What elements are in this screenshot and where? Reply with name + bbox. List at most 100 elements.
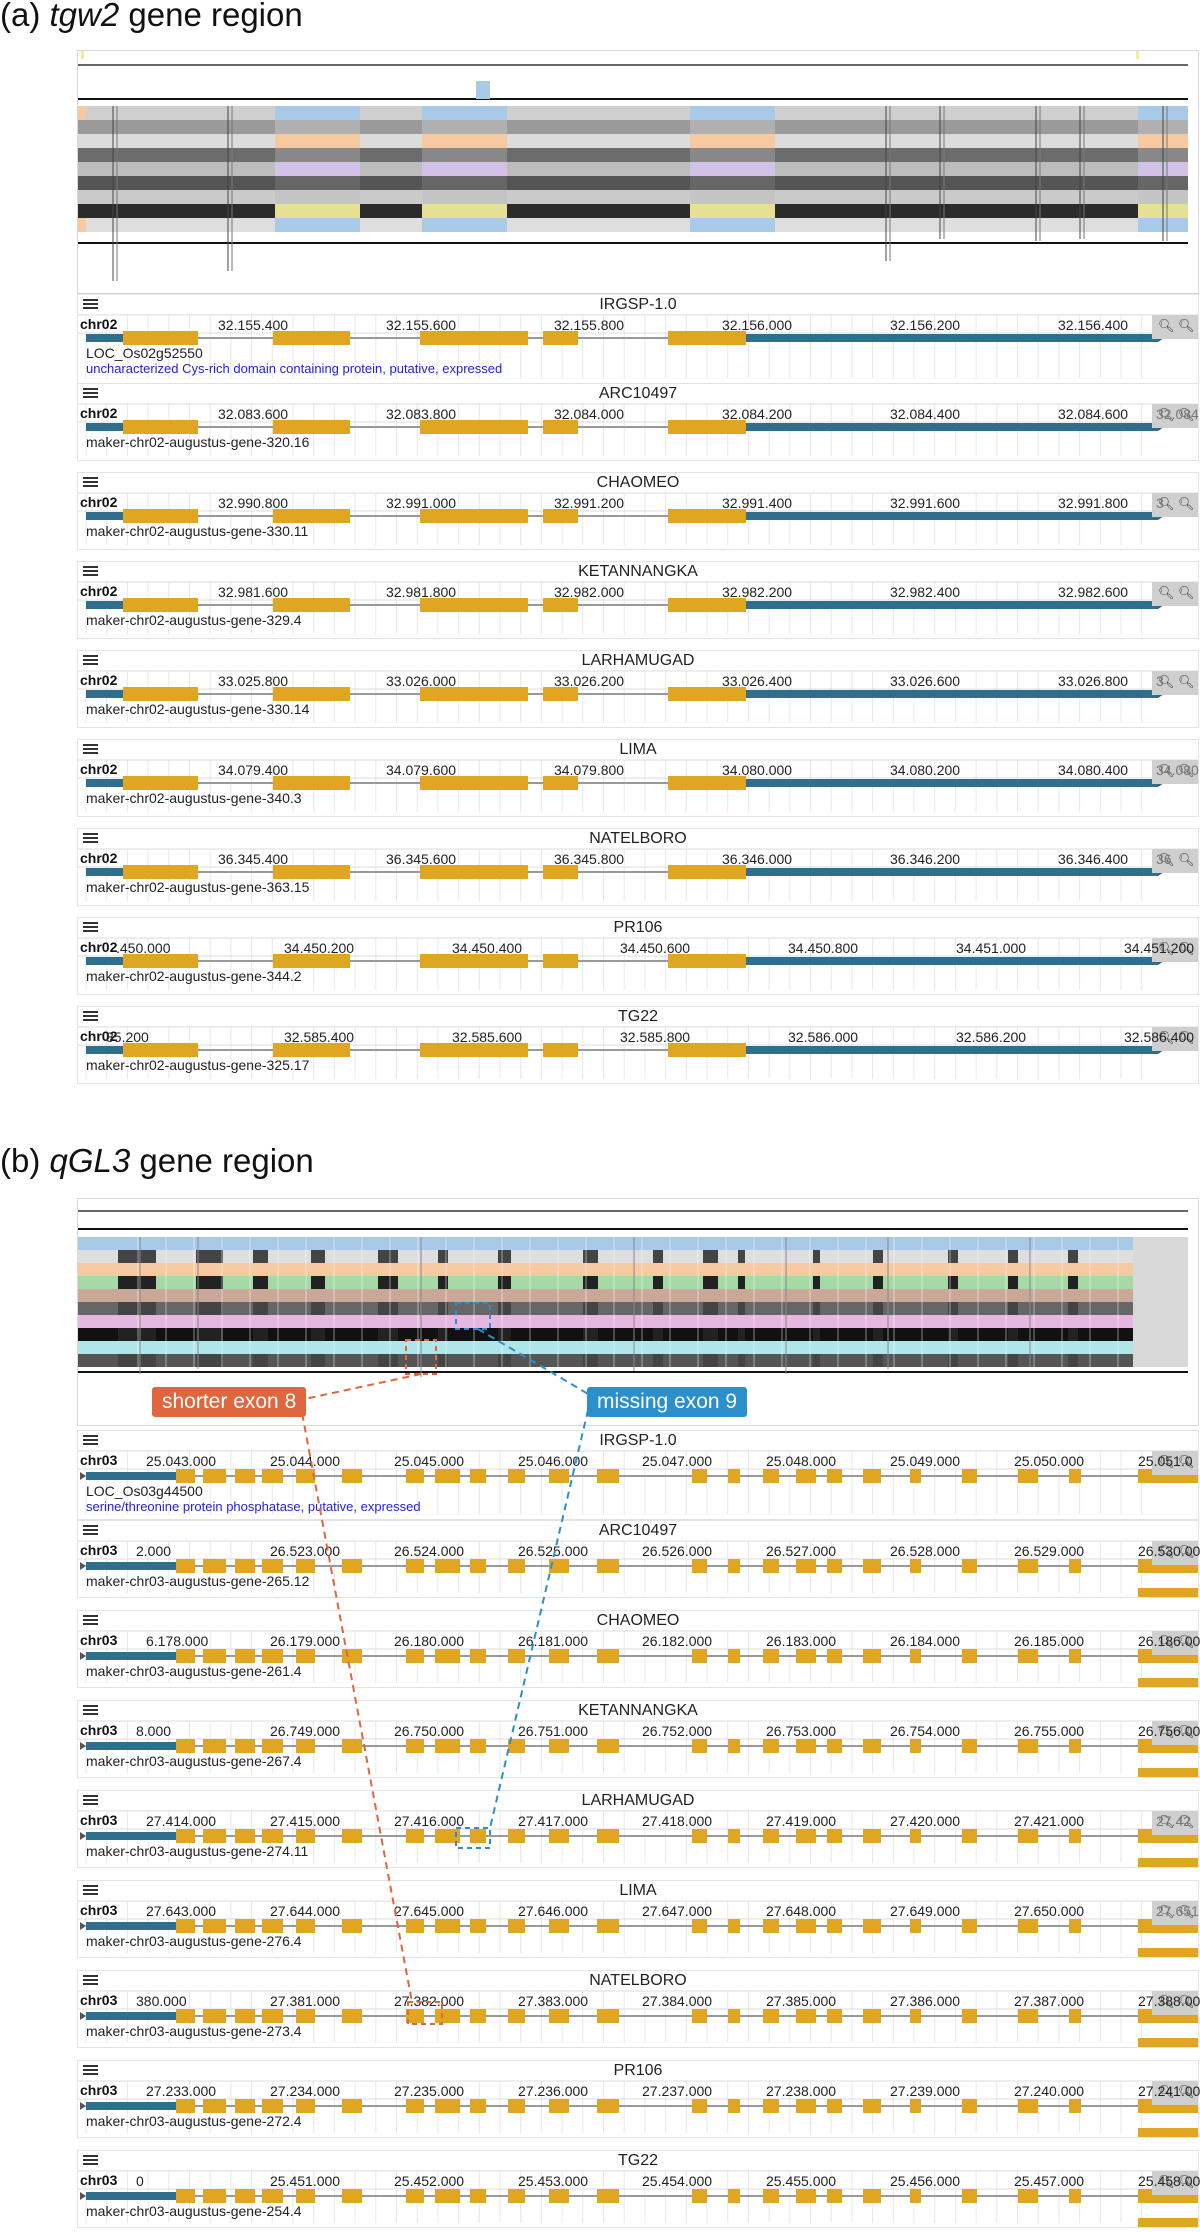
zoom-out-icon[interactable]: 🔍︎ (1158, 674, 1175, 689)
zoom-controls[interactable]: 🔍︎ 🔍︎ (1152, 671, 1198, 695)
zoom-out-icon[interactable]: 🔍︎ (1158, 1904, 1175, 1919)
track-menu-icon[interactable] (83, 1705, 98, 1715)
graph-overview-panel-b[interactable] (77, 1198, 1199, 1426)
track-menu-icon[interactable] (83, 299, 98, 309)
zoom-controls[interactable]: 🔍︎ 🔍︎ (1152, 938, 1198, 962)
zoom-in-icon[interactable]: 🔍︎ (1178, 496, 1195, 511)
gene-id-label[interactable]: maker-chr03-augustus-gene-254.4 (86, 2203, 302, 2219)
zoom-in-icon[interactable]: 🔍︎ (1178, 1634, 1195, 1649)
genome-track-tg22[interactable]: TG22 🔍︎ 🔍︎ chr03 0 25.451.000 25.452.000 25.453… (77, 2150, 1200, 2228)
zoom-out-icon[interactable]: 🔍︎ (1158, 496, 1175, 511)
zoom-out-icon[interactable]: 🔍︎ (1158, 852, 1175, 867)
graph-overview-panel-a[interactable] (77, 50, 1199, 294)
genome-track-irgsp-1.0[interactable]: IRGSP-1.0 🔍︎ 🔍︎ chr02 32.155.400 32.155.600 32… (77, 294, 1199, 384)
genome-track-pr106[interactable]: PR106 🔍︎ 🔍︎ chr03 27.233.000 27.234.000 27.235… (77, 2060, 1200, 2138)
zoom-in-icon[interactable]: 🔍︎ (1178, 407, 1195, 422)
gene-id-label[interactable]: maker-chr03-augustus-gene-267.4 (86, 1753, 302, 1769)
zoom-controls[interactable]: 🔍︎ 🔍︎ (1152, 1451, 1198, 1475)
genome-track-irgsp-1.0[interactable]: IRGSP-1.0 🔍︎ 🔍︎ chr03 25.043.000 25.044.000 25… (77, 1430, 1199, 1520)
zoom-in-icon[interactable]: 🔍︎ (1178, 2084, 1195, 2099)
zoom-in-icon[interactable]: 🔍︎ (1178, 1814, 1195, 1829)
genome-track-larhamugad[interactable]: LARHAMUGAD 🔍︎ 🔍︎ chr02 33.025.800 33.026.000 3… (77, 650, 1199, 728)
gene-id-label[interactable]: maker-chr02-augustus-gene-363.15 (86, 879, 310, 895)
zoom-out-icon[interactable]: 🔍︎ (1158, 1544, 1175, 1559)
track-menu-icon[interactable] (83, 566, 98, 576)
zoom-in-icon[interactable]: 🔍︎ (1178, 585, 1195, 600)
genome-track-pr106[interactable]: PR106 🔍︎ 🔍︎ chr02.450.000 34.450.200 34.450.4… (77, 917, 1199, 995)
zoom-controls[interactable]: 🔍︎ 🔍︎ (1152, 2081, 1198, 2105)
zoom-in-icon[interactable]: 🔍︎ (1178, 1724, 1195, 1739)
zoom-in-icon[interactable]: 🔍︎ (1178, 1030, 1195, 1045)
track-menu-icon[interactable] (83, 2155, 98, 2165)
zoom-controls[interactable]: 🔍︎ 🔍︎ (1152, 849, 1198, 873)
zoom-in-icon[interactable]: 🔍︎ (1178, 763, 1195, 778)
zoom-in-icon[interactable]: 🔍︎ (1178, 1454, 1195, 1469)
gene-id-label[interactable]: maker-chr02-augustus-gene-344.2 (86, 968, 302, 984)
gene-description-link[interactable]: uncharacterized Cys-rich domain containi… (86, 361, 503, 376)
gene-id-label[interactable]: LOC_Os02g52550 (86, 345, 203, 361)
zoom-in-icon[interactable]: 🔍︎ (1178, 1544, 1195, 1559)
track-menu-icon[interactable] (83, 2065, 98, 2075)
genome-track-lima[interactable]: LIMA 🔍︎ 🔍︎ chr02 34.079.400 34.079.600 34.079.… (77, 739, 1199, 817)
zoom-in-icon[interactable]: 🔍︎ (1178, 2174, 1195, 2189)
zoom-out-icon[interactable]: 🔍︎ (1158, 1994, 1175, 2009)
zoom-controls[interactable]: 🔍︎ 🔍︎ (1152, 315, 1198, 339)
zoom-controls[interactable]: 🔍︎ 🔍︎ (1152, 1027, 1198, 1051)
pangenome-graph-b[interactable] (78, 1199, 1198, 1425)
zoom-in-icon[interactable]: 🔍︎ (1178, 674, 1195, 689)
gene-id-label[interactable]: maker-chr03-augustus-gene-276.4 (86, 1933, 302, 1949)
genome-track-tg22[interactable]: TG22 🔍︎ 🔍︎ chr02 85.200 32.585.400 32.585.600 3… (77, 1006, 1199, 1084)
genome-track-natelboro[interactable]: NATELBORO 🔍︎ 🔍︎ chr02 36.345.400 36.345.600 36… (77, 828, 1199, 906)
zoom-controls[interactable]: 🔍︎ 🔍︎ (1152, 760, 1198, 784)
track-menu-icon[interactable] (83, 1435, 98, 1445)
zoom-out-icon[interactable]: 🔍︎ (1158, 585, 1175, 600)
zoom-out-icon[interactable]: 🔍︎ (1158, 407, 1175, 422)
zoom-out-icon[interactable]: 🔍︎ (1158, 1634, 1175, 1649)
gene-id-label[interactable]: maker-chr02-augustus-gene-329.4 (86, 612, 302, 628)
zoom-out-icon[interactable]: 🔍︎ (1158, 2174, 1175, 2189)
genome-track-larhamugad[interactable]: LARHAMUGAD 🔍︎ 🔍︎ chr03 27.414.000 27.415.000 2… (77, 1790, 1199, 1868)
track-menu-icon[interactable] (83, 1011, 98, 1021)
track-menu-icon[interactable] (83, 833, 98, 843)
gene-id-label[interactable]: maker-chr02-augustus-gene-330.11 (86, 523, 309, 539)
track-menu-icon[interactable] (83, 1885, 98, 1895)
genome-track-arc10497[interactable]: ARC10497 🔍︎ 🔍︎ chr03 2.000 26.523.000 26.524.0… (77, 1520, 1200, 1598)
zoom-controls[interactable]: 🔍︎ 🔍︎ (1152, 404, 1198, 428)
gene-id-label[interactable]: maker-chr03-augustus-gene-261.4 (86, 1663, 302, 1679)
track-menu-icon[interactable] (83, 922, 98, 932)
genome-track-chaomeo[interactable]: CHAOMEO 🔍︎ 🔍︎ chr03 6.178.000 26.179.000 26.18… (77, 1610, 1200, 1688)
genome-track-arc10497[interactable]: ARC10497 🔍︎ 🔍︎ chr02 32.083.600 32.083.800 32.… (77, 383, 1199, 461)
zoom-controls[interactable]: 🔍︎ 🔍︎ (1152, 493, 1198, 517)
zoom-out-icon[interactable]: 🔍︎ (1158, 2084, 1175, 2099)
zoom-out-icon[interactable]: 🔍︎ (1158, 1030, 1175, 1045)
zoom-in-icon[interactable]: 🔍︎ (1178, 1994, 1195, 2009)
zoom-out-icon[interactable]: 🔍︎ (1158, 318, 1175, 333)
gene-id-label[interactable]: maker-chr02-augustus-gene-330.14 (86, 701, 310, 717)
track-menu-icon[interactable] (83, 388, 98, 398)
gene-id-label[interactable]: maker-chr03-augustus-gene-272.4 (86, 2113, 302, 2129)
zoom-out-icon[interactable]: 🔍︎ (1158, 1814, 1175, 1829)
track-menu-icon[interactable] (83, 1615, 98, 1625)
zoom-controls[interactable]: 🔍︎ 🔍︎ (1152, 1991, 1198, 2015)
track-menu-icon[interactable] (83, 744, 98, 754)
pangenome-graph-a[interactable] (78, 51, 1198, 293)
zoom-controls[interactable]: 🔍︎ 🔍︎ (1152, 1811, 1198, 1835)
zoom-in-icon[interactable]: 🔍︎ (1178, 941, 1195, 956)
genome-track-lima[interactable]: LIMA 🔍︎ 🔍︎ chr03 27.643.000 27.644.000 27.645.… (77, 1880, 1199, 1958)
gene-id-label[interactable]: maker-chr02-augustus-gene-325.17 (86, 1057, 310, 1073)
zoom-in-icon[interactable]: 🔍︎ (1178, 1904, 1195, 1919)
genome-track-chaomeo[interactable]: CHAOMEO 🔍︎ 🔍︎ chr02 32.990.800 32.991.000 32.9… (77, 472, 1199, 550)
gene-id-label[interactable]: maker-chr02-augustus-gene-320.16 (86, 434, 310, 450)
zoom-in-icon[interactable]: 🔍︎ (1178, 852, 1195, 867)
gene-id-label[interactable]: maker-chr02-augustus-gene-340.3 (86, 790, 302, 806)
zoom-controls[interactable]: 🔍︎ 🔍︎ (1152, 582, 1198, 606)
zoom-controls[interactable]: 🔍︎ 🔍︎ (1152, 1631, 1198, 1655)
track-menu-icon[interactable] (83, 477, 98, 487)
track-menu-icon[interactable] (83, 1795, 98, 1805)
gene-id-label[interactable]: maker-chr03-augustus-gene-265.12 (86, 1573, 310, 1589)
zoom-out-icon[interactable]: 🔍︎ (1158, 763, 1175, 778)
zoom-in-icon[interactable]: 🔍︎ (1178, 318, 1195, 333)
zoom-out-icon[interactable]: 🔍︎ (1158, 1724, 1175, 1739)
zoom-out-icon[interactable]: 🔍︎ (1158, 941, 1175, 956)
track-menu-icon[interactable] (83, 655, 98, 665)
